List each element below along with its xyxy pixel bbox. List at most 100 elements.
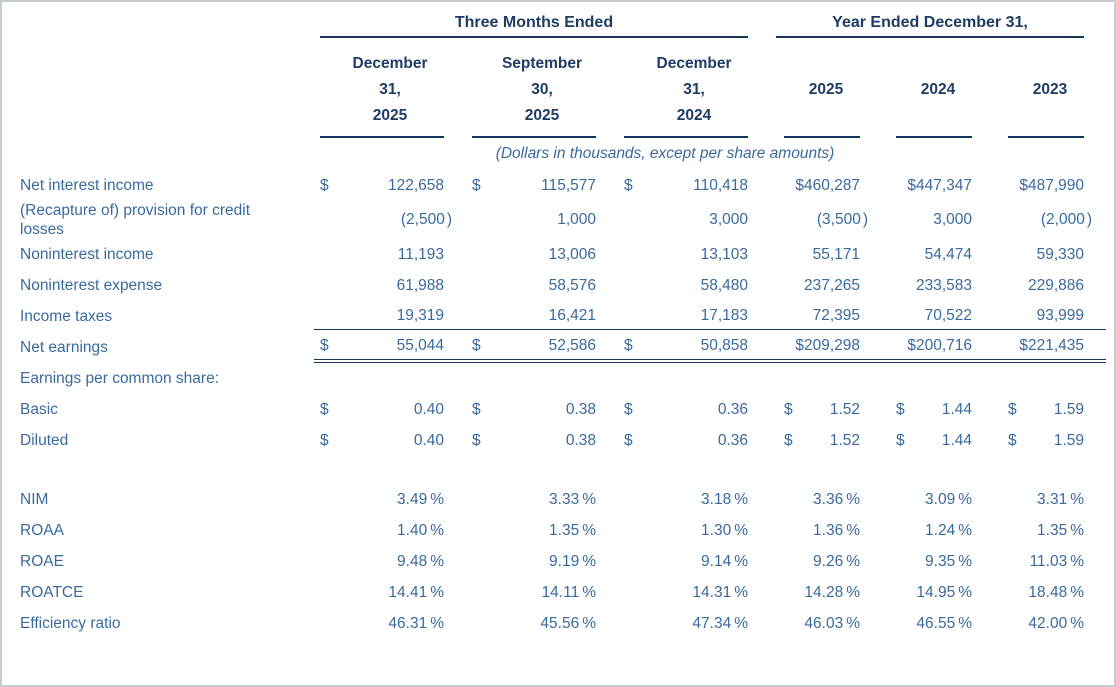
- value-column-cell: $0.36: [618, 394, 770, 425]
- cell-value: $200,716: [907, 336, 972, 354]
- section-label: Earnings per common share:: [20, 370, 220, 387]
- cell-value: 46.55: [916, 614, 956, 632]
- table-row: Noninterest expense 61,988 58,576 58,480 237…: [12, 270, 1106, 301]
- cell-value: 1.52: [829, 400, 860, 418]
- row-label: Noninterest expense: [20, 277, 163, 294]
- value-column-cell: $460,287: [770, 170, 882, 201]
- row-label: Net earnings: [20, 339, 108, 356]
- value-cell: $55,044: [314, 333, 466, 363]
- value-cell: $1.44: [882, 428, 994, 454]
- cell-value: (3,500: [816, 211, 861, 228]
- row-label: (Recapture of) provision for credit loss…: [20, 202, 251, 238]
- dollar-sign: $: [1008, 431, 1017, 449]
- value-column-cell: 45.56%: [466, 608, 618, 639]
- cell-value: 55,044: [396, 336, 444, 354]
- table-row: Net earnings $55,044 $52,586 $50,858 $209,29…: [12, 332, 1107, 363]
- percent-sign: %: [846, 521, 860, 539]
- value-cell: 9.14%: [618, 549, 770, 575]
- value-cell: 18.48%: [994, 580, 1106, 606]
- cell-value: 1.59: [1053, 400, 1085, 418]
- cell-value: 1.52: [829, 431, 860, 449]
- value-column-cell: 3,000: [618, 201, 770, 239]
- value-cell: 46.31%: [314, 611, 466, 637]
- value-column-cell: 229,886: [994, 270, 1106, 301]
- percent-sign: %: [846, 490, 860, 508]
- dollar-sign: $: [896, 431, 905, 449]
- cell-value: 46.03: [804, 614, 844, 632]
- cell-value: 58,576: [548, 276, 596, 294]
- value-column-cell: 11.03%: [994, 546, 1106, 577]
- value-column-cell: 13,103: [618, 239, 770, 270]
- value-cell: 229,886: [994, 273, 1106, 299]
- value-column-cell: $0.36: [618, 425, 770, 456]
- value-column-cell: [466, 363, 618, 394]
- value-column-cell: 9.26%: [770, 546, 882, 577]
- header-underline: [320, 136, 444, 138]
- value-column-cell: 1.30%: [618, 515, 770, 546]
- percent-sign: %: [958, 583, 972, 601]
- table-body: Net interest income $122,658 $115,577 $110,…: [12, 170, 1107, 639]
- dollar-sign: $: [472, 400, 481, 418]
- cell-value: 1.59: [1053, 431, 1085, 449]
- dollar-sign: $: [320, 400, 329, 418]
- value-cell: 55,171: [770, 242, 882, 268]
- row-label: NIM: [20, 491, 49, 508]
- value-cell: 14.11%: [466, 580, 618, 606]
- dollar-sign: $: [784, 431, 793, 449]
- value-cell: $1.52: [770, 397, 882, 423]
- value-column-cell: (2,000): [994, 201, 1106, 239]
- value-column-cell: 54,474: [882, 239, 994, 270]
- cell-value: 52,586: [548, 336, 596, 354]
- cell-value: 14.95: [916, 583, 956, 601]
- value-column-cell: 3.36%: [770, 484, 882, 515]
- value-cell: $0.36: [618, 428, 770, 454]
- value-cell: $0.38: [466, 428, 618, 454]
- group-header-row: Three Months Ended Year Ended December 3…: [12, 12, 1106, 42]
- value-cell: $1.44: [882, 397, 994, 423]
- value-cell: 47.34%: [618, 611, 770, 637]
- value-column-cell: $200,716: [882, 332, 994, 363]
- value-column-cell: 3.18%: [618, 484, 770, 515]
- table-row: ROAA 1.40% 1.35% 1.30% 1.36% 1.24% 1.35%: [12, 515, 1106, 546]
- percent-sign: %: [734, 552, 748, 570]
- dollar-sign: $: [320, 336, 329, 354]
- percent-sign: %: [430, 490, 444, 508]
- cell-value: 3,000: [709, 211, 748, 228]
- percent-sign: %: [734, 490, 748, 508]
- value-column-cell: $52,586: [466, 332, 618, 363]
- value-column-cell: 47.34%: [618, 608, 770, 639]
- column-header-text: 2025: [808, 81, 844, 98]
- column-header-text: 2023: [1032, 81, 1068, 98]
- cell-value: 1.44: [941, 431, 972, 449]
- dollar-sign: $: [320, 431, 329, 449]
- value-cell: $0.36: [618, 397, 770, 423]
- value-column-cell: 17,183: [618, 301, 770, 332]
- cell-value: 13,103: [700, 245, 748, 263]
- value-cell: 1.36%: [770, 518, 882, 544]
- value-cell: 45.56%: [466, 611, 618, 637]
- group-title: Three Months Ended: [320, 14, 748, 38]
- value-column-cell: (2,500): [314, 201, 466, 239]
- cell-value: 3.49: [397, 490, 428, 508]
- column-header-text: September 30, 2025: [501, 55, 583, 124]
- cell-value: 9.48: [397, 552, 428, 570]
- value-cell: $115,577: [466, 173, 618, 199]
- cell-value: 1,000: [557, 211, 596, 228]
- group-header-three-months: Three Months Ended: [314, 12, 770, 42]
- column-header: 2024: [882, 42, 994, 138]
- cell-value: 110,418: [693, 176, 748, 194]
- value-column-cell: 9.48%: [314, 546, 466, 577]
- dollar-sign: $: [624, 400, 633, 418]
- value-cell: $50,858: [618, 333, 770, 363]
- value-cell: 42.00%: [994, 611, 1106, 637]
- value-cell: 46.55%: [882, 611, 994, 637]
- value-cell: (2,500): [314, 207, 466, 233]
- value-column-cell: [882, 363, 994, 394]
- value-cell: 16,421: [466, 303, 618, 330]
- table-row: Noninterest income 11,193 13,006 13,103 55,1…: [12, 239, 1106, 270]
- cell-value: $209,298: [795, 336, 860, 354]
- value-column-cell: 237,265: [770, 270, 882, 301]
- table-row: Diluted $0.40 $0.38 $0.36 $1.52 $1.44 $1.59: [12, 425, 1106, 456]
- row-label: Net interest income: [20, 177, 154, 194]
- cell-value: 14.11: [541, 583, 580, 601]
